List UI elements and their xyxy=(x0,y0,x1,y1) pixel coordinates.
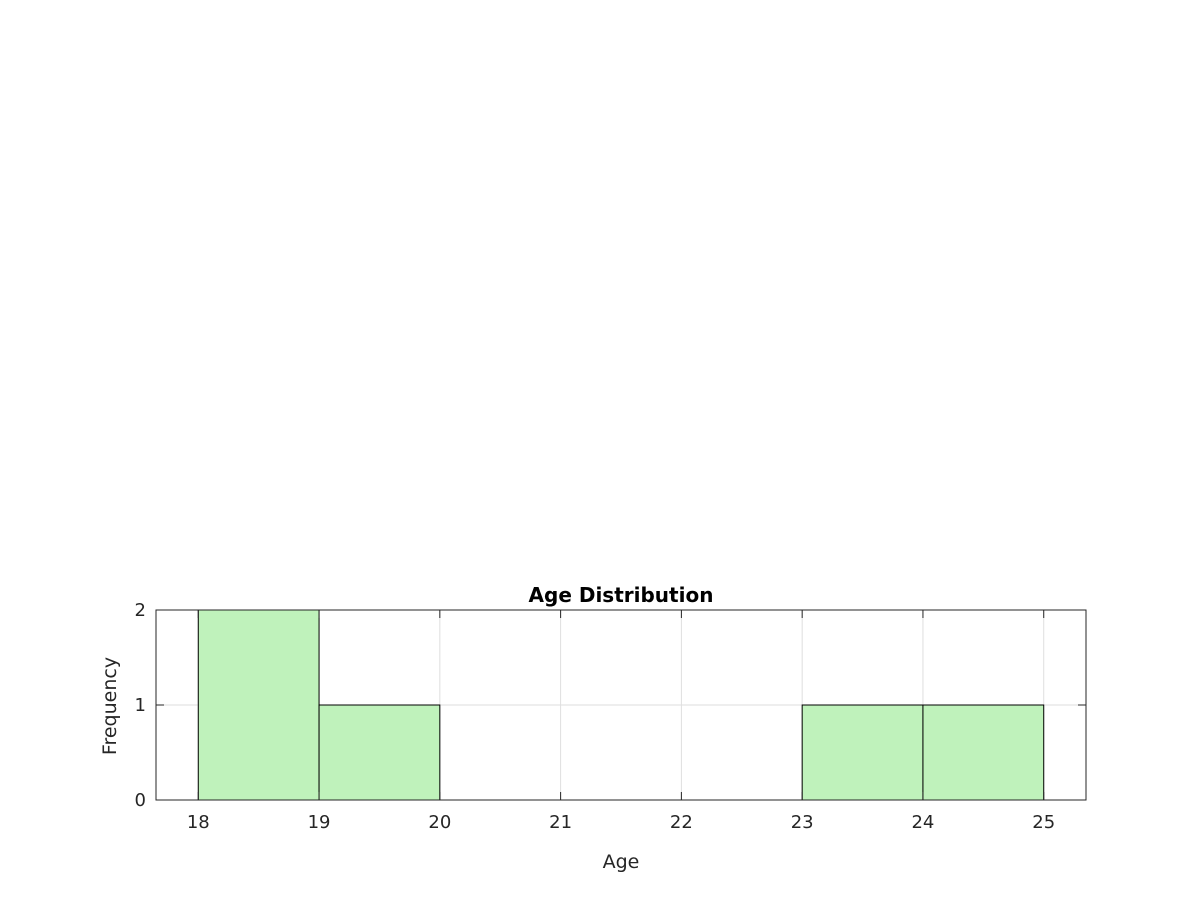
x-tick-label: 19 xyxy=(308,812,331,833)
ticks: 18 19 20 21 22 23 24 25 0 1 2 xyxy=(135,600,1086,833)
chart-title: Age Distribution xyxy=(529,583,714,607)
x-tick-label: 21 xyxy=(549,812,572,833)
histogram-bar-19-20 xyxy=(318,704,441,801)
y-tick-label: 2 xyxy=(135,600,146,621)
y-axis-label: Frequency xyxy=(99,657,121,755)
x-tick-label: 18 xyxy=(187,812,210,833)
histogram-bar-18-19 xyxy=(197,609,320,801)
x-tick-label: 22 xyxy=(670,812,693,833)
bars xyxy=(197,609,1045,801)
x-tick-label: 24 xyxy=(911,812,934,833)
y-tick-label: 0 xyxy=(135,790,146,811)
histogram-bar-23-24 xyxy=(801,704,924,801)
x-axis-label: Age xyxy=(603,851,640,873)
x-tick-label: 25 xyxy=(1032,812,1055,833)
x-tick-label: 23 xyxy=(791,812,814,833)
histogram-bar-24-25 xyxy=(922,704,1045,801)
x-tick-label: 20 xyxy=(428,812,451,833)
y-tick-label: 1 xyxy=(135,695,146,716)
